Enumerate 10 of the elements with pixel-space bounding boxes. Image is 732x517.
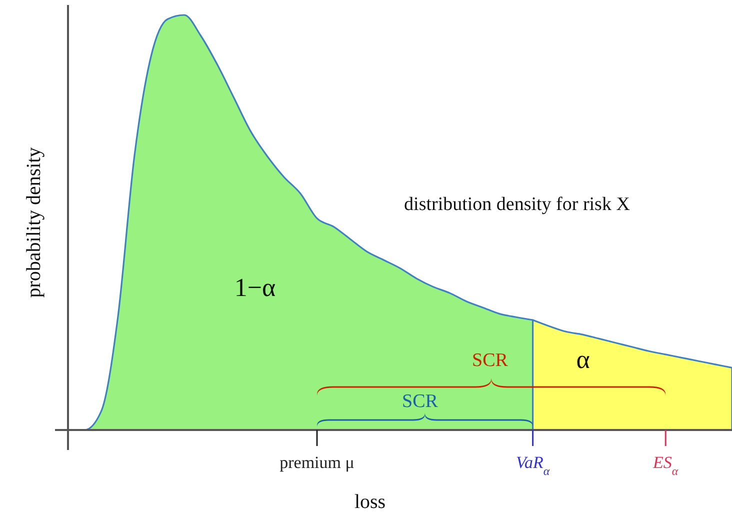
x-tick-label: ES$_{α}$ bbox=[652, 453, 679, 478]
annotation: α bbox=[576, 344, 590, 374]
y-axis-title: probability density bbox=[23, 147, 45, 298]
x-tick-label: premium μ bbox=[280, 453, 354, 472]
annotation: distribution density for risk X bbox=[404, 194, 630, 216]
annotation: SCR bbox=[402, 391, 438, 412]
x-tick-label: VaR$_{α}$ bbox=[516, 453, 550, 478]
annotation: 1−α bbox=[234, 272, 276, 302]
annotation: SCR bbox=[472, 350, 508, 372]
x-axis-title: loss bbox=[354, 491, 386, 513]
